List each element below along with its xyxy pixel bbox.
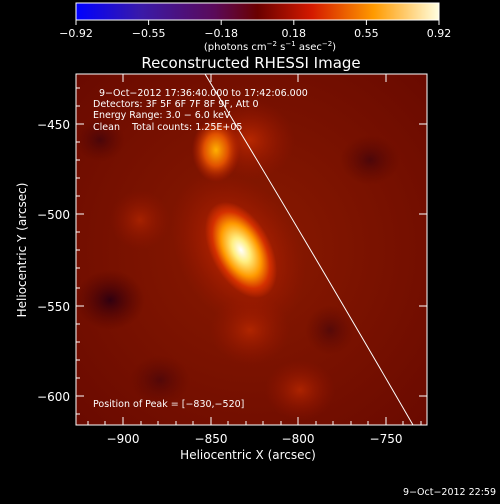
colorbar-tick-label: 0.92 — [427, 27, 452, 40]
y-tick-label: −500 — [37, 208, 70, 222]
x-tick-label: −900 — [107, 432, 140, 446]
plot-title: Reconstructed RHESSI Image — [141, 54, 360, 72]
info-line-detectors: Detectors: 3F 5F 6F 7F 8F 9F, Att 0 — [93, 99, 259, 110]
info-line-counts: Clean Total counts: 1.25E+05 — [93, 122, 242, 133]
rhessi-image — [76, 74, 427, 425]
x-tick-label: −800 — [282, 432, 315, 446]
colorbar-tick-label: 0.18 — [282, 27, 307, 40]
x-tick-label: −750 — [370, 432, 403, 446]
x-tick-label: −850 — [195, 432, 228, 446]
x-axis-ticks — [87, 74, 422, 425]
x-axis-label: Heliocentric X (arcsec) — [180, 448, 316, 462]
colorbar-unit-label: (photons cm−2 s−1 asec−2) — [204, 40, 336, 53]
footer-timestamp: 9−Oct−2012 22:59 — [403, 487, 496, 498]
y-axis-ticks — [76, 87, 427, 415]
y-axis-label: Heliocentric Y (arcsec) — [15, 183, 29, 318]
colorbar-gradient — [75, 2, 440, 21]
observation-info: 9−Oct−2012 17:36:40.000 to 17:42:06.000 … — [93, 88, 308, 133]
solar-limb — [204, 74, 414, 425]
info-line-time: 9−Oct−2012 17:36:40.000 to 17:42:06.000 — [99, 88, 308, 99]
colorbar-tick-label: −0.92 — [59, 27, 93, 40]
info-line-energy: Energy Range: 3.0 − 6.0 keV — [93, 110, 231, 121]
y-tick-label: −600 — [37, 390, 70, 404]
colorbar-tick-label: −0.18 — [204, 27, 238, 40]
colorbar-tick-marks — [75, 20, 440, 25]
colorbar-tick-label: 0.55 — [354, 27, 379, 40]
y-tick-label: −450 — [37, 118, 70, 132]
colorbar-tick-label: −0.55 — [132, 27, 166, 40]
peak-position-label: Position of Peak = [−830,−520] — [93, 399, 244, 410]
y-tick-label: −550 — [37, 300, 70, 314]
colorbar: −0.92 −0.55 −0.18 0.18 0.55 0.92 (photon… — [59, 2, 452, 53]
